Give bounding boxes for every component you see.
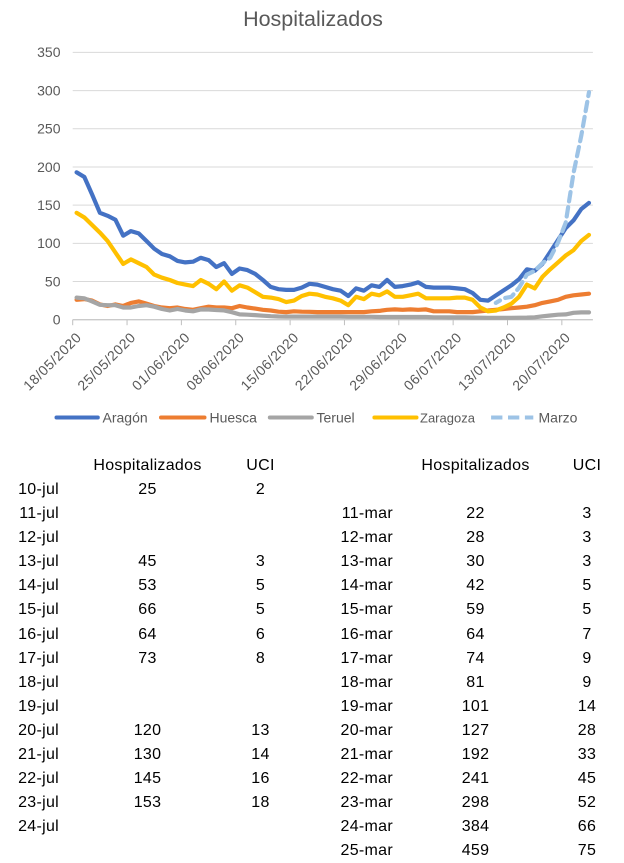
- svg-text:50: 50: [45, 273, 61, 289]
- svg-text:Zaragoza: Zaragoza: [420, 410, 476, 425]
- svg-text:Marzo: Marzo: [539, 409, 578, 425]
- svg-text:150: 150: [37, 197, 61, 213]
- svg-text:250: 250: [37, 121, 61, 137]
- svg-text:20/07/2020: 20/07/2020: [509, 329, 573, 393]
- svg-text:Aragón: Aragón: [103, 409, 148, 425]
- svg-text:350: 350: [37, 44, 61, 60]
- svg-text:Hospitalizados: Hospitalizados: [243, 7, 383, 31]
- svg-text:Huesca: Huesca: [210, 409, 258, 425]
- svg-text:Teruel: Teruel: [317, 409, 355, 425]
- svg-text:100: 100: [37, 235, 61, 251]
- svg-text:300: 300: [37, 82, 61, 98]
- svg-text:0: 0: [53, 312, 61, 328]
- svg-text:200: 200: [37, 159, 61, 175]
